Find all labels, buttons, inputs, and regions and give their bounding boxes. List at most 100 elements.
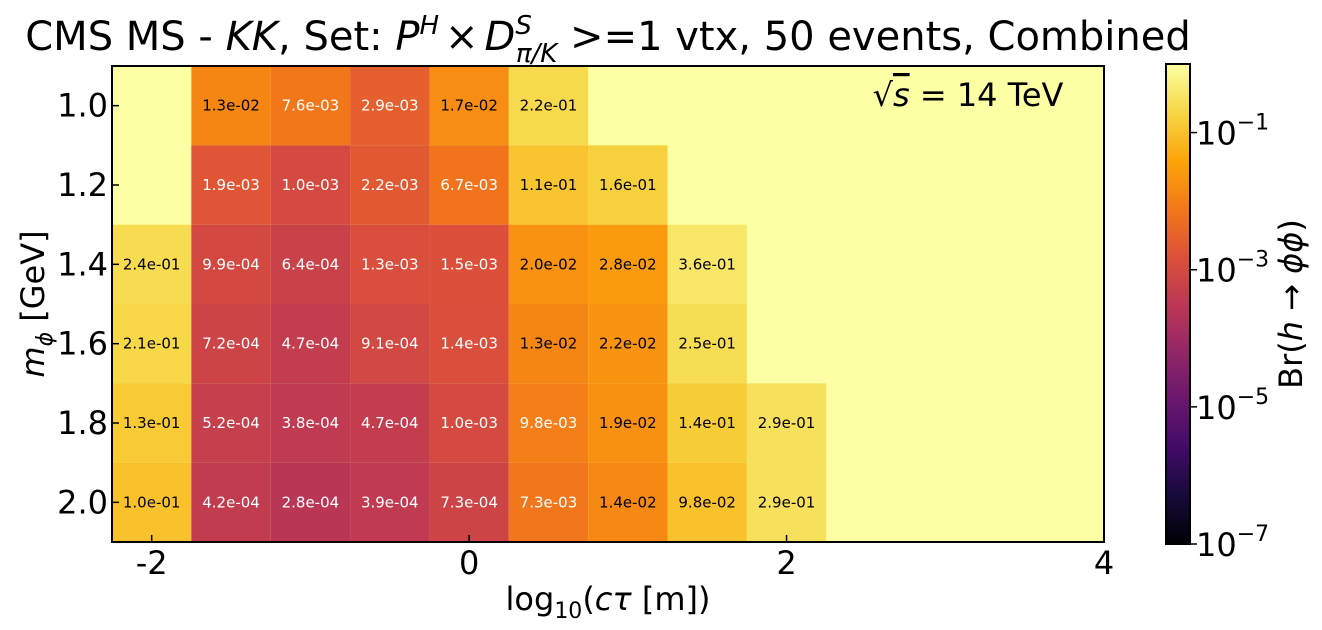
cell-value-label: 1.0e-03 — [282, 176, 340, 194]
cell-value-label: 7.2e-04 — [202, 335, 260, 353]
cell-value-label: 9.9e-04 — [202, 255, 260, 273]
cell-value-label: 7.3e-04 — [440, 493, 498, 511]
cell-value-label: 3.6e-01 — [678, 255, 736, 273]
cell-value-label: 1.0e-03 — [440, 414, 498, 432]
heatmap-cell — [667, 224, 747, 304]
heatmap-cell — [746, 462, 827, 542]
heatmap-cell — [350, 66, 430, 146]
cell-value-label: 6.7e-03 — [440, 176, 498, 194]
y-tick-label: 1.0 — [57, 87, 108, 125]
cell-value-label: 2.2e-02 — [599, 335, 657, 353]
cell-value-label: 7.6e-03 — [282, 97, 340, 115]
x-tick-label: -2 — [136, 544, 168, 582]
heatmap-cell — [270, 304, 351, 384]
energy-annotation: √s = 14 TeV — [873, 76, 1064, 114]
cell-value-label: 2.4e-01 — [123, 255, 181, 273]
cell-value-label: 1.9e-02 — [599, 414, 657, 432]
cell-value-label: 1.4e-02 — [599, 493, 657, 511]
y-tick-label: 1.6 — [57, 325, 108, 363]
cell-value-label: 1.3e-02 — [202, 97, 260, 115]
heatmap-cell — [191, 66, 271, 146]
cell-value-label: 9.8e-02 — [678, 493, 736, 511]
colorbar-label: Br(h → ϕϕ) — [1272, 219, 1310, 389]
heatmap-cell — [191, 224, 271, 304]
heatmap-cell — [746, 383, 827, 463]
cell-value-label: 9.8e-03 — [520, 414, 578, 432]
cell-value-label: 1.7e-02 — [440, 97, 498, 115]
cell-value-label: 2.8e-02 — [599, 255, 657, 273]
heatmap-cell — [112, 224, 192, 304]
heatmap-cell — [191, 145, 271, 225]
x-tick-label: 4 — [1094, 544, 1114, 582]
heatmap-cell — [508, 383, 589, 463]
heatmap-cells: 1.3e-02 7.6e-03 2.9e-03 1.7e-02 2.2e-01 1.9e-… — [112, 66, 827, 542]
colorbar-tick-label: 10−3 — [1196, 248, 1269, 290]
heatmap-cell — [667, 304, 747, 384]
heatmap-cell — [588, 224, 668, 304]
cell-value-label: 2.8e-04 — [282, 493, 340, 511]
heatmap-cell — [270, 145, 351, 225]
cell-value-label: 2.1e-01 — [123, 335, 181, 353]
colorbar-gradient — [1165, 63, 1191, 545]
cell-value-label: 4.2e-04 — [202, 493, 260, 511]
cell-value-label: 2.9e-03 — [361, 97, 419, 115]
cell-value-label: 1.6e-01 — [599, 176, 657, 194]
heatmap-cell — [508, 462, 589, 542]
heatmap-cell — [588, 145, 668, 225]
heatmap-cell — [667, 383, 747, 463]
heatmap-cell — [588, 304, 668, 384]
y-axis-label: mϕ [GeV] — [14, 230, 58, 377]
cell-value-label: 1.1e-01 — [520, 176, 578, 194]
x-tick-label: 2 — [776, 544, 796, 582]
cell-value-label: 1.9e-03 — [202, 176, 260, 194]
heatmap-cell — [191, 383, 271, 463]
cell-value-label: 2.9e-01 — [758, 414, 816, 432]
heatmap-cell — [508, 304, 589, 384]
x-axis-label: log10(cτ [m]) — [506, 580, 711, 624]
heatmap-cell — [429, 66, 509, 146]
heatmap-cell — [112, 304, 192, 384]
heatmap-cell — [429, 145, 509, 225]
cell-value-label: 7.3e-03 — [520, 493, 578, 511]
cell-value-label: 1.4e-01 — [678, 414, 736, 432]
cell-value-label: 1.3e-02 — [520, 335, 578, 353]
heatmap-cell — [667, 462, 747, 542]
heatmap-cell — [429, 224, 509, 304]
cell-value-label: 6.4e-04 — [282, 255, 340, 273]
heatmap-cell — [350, 383, 430, 463]
heatmap-cell — [191, 304, 271, 384]
heatmap-cell — [508, 145, 589, 225]
heatmap-cell — [350, 145, 430, 225]
heatmap-cell — [270, 66, 351, 146]
heatmap-cell — [429, 383, 509, 463]
cell-value-label: 3.9e-04 — [361, 493, 419, 511]
heatmap-cell — [508, 224, 589, 304]
cell-value-label: 3.8e-04 — [282, 414, 340, 432]
colorbar-tick-label: 10−7 — [1196, 522, 1269, 564]
cell-value-label: 4.7e-04 — [282, 335, 340, 353]
heatmap-cell — [350, 224, 430, 304]
y-tick-label: 1.8 — [57, 404, 108, 442]
heatmap-cell — [508, 66, 589, 146]
heatmap-cell — [270, 462, 351, 542]
heatmap-cell — [429, 462, 509, 542]
heatmap-cell — [429, 304, 509, 384]
cell-value-label: 2.0e-02 — [520, 255, 578, 273]
heatmap-cell — [112, 462, 192, 542]
cell-value-label: 1.3e-03 — [361, 255, 419, 273]
cell-value-label: 1.3e-01 — [123, 414, 181, 432]
x-axis-ticks: -2 0 2 4 — [136, 535, 1114, 582]
plot-frame — [111, 65, 1105, 543]
heatmap-cell — [270, 224, 351, 304]
cell-value-label: 1.0e-01 — [123, 493, 181, 511]
colorbar-tick-label: 10−1 — [1196, 111, 1269, 153]
y-axis-ticks: 1.0 1.2 1.4 1.6 1.8 2.0 — [57, 87, 119, 521]
cell-value-label: 2.2e-03 — [361, 176, 419, 194]
heatmap-cell — [270, 383, 351, 463]
colorbar-tick-label: 10−5 — [1196, 385, 1269, 427]
heatmap-cell — [191, 462, 271, 542]
heatmap-cell — [350, 462, 430, 542]
colorbar: 10−1 10−3 10−5 10−7 Br(h → ϕϕ) — [1165, 63, 1310, 564]
cell-value-label: 5.2e-04 — [202, 414, 260, 432]
chart-title: CMS MS - KK, Set: PH × DS π/K >=1 vtx, 50 e… — [25, 11, 1191, 69]
